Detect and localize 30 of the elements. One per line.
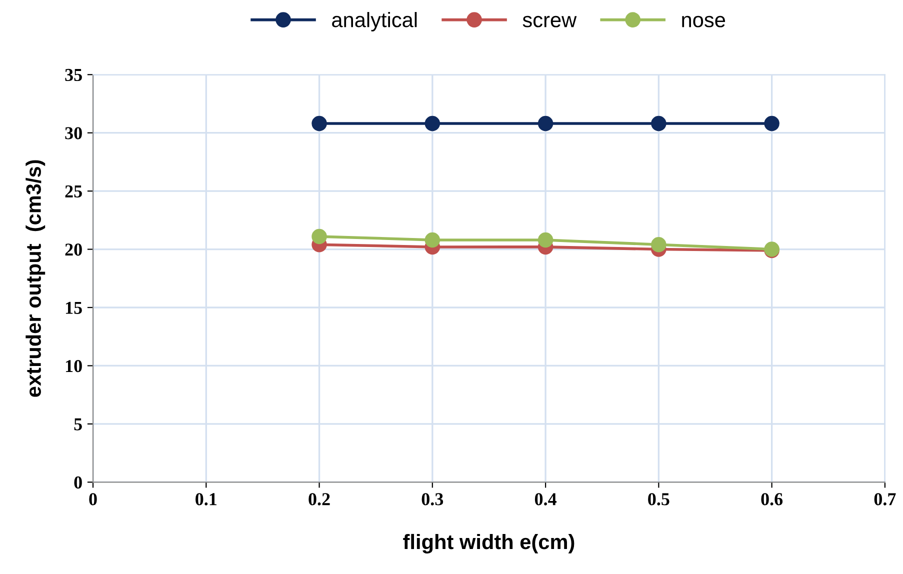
x-tick-label: 0.3: [422, 493, 444, 506]
y-tick-label: 15: [66, 302, 82, 314]
x-tick-label: 0.6: [761, 493, 783, 506]
y-tick-label: 10: [66, 360, 82, 372]
point: [312, 116, 327, 132]
y-tick-label: 20: [65, 244, 82, 256]
y-tick-label: 5: [74, 418, 82, 430]
x-tick-label: 0.2: [308, 493, 330, 506]
point: [651, 236, 666, 252]
point: [764, 116, 780, 132]
point: [424, 232, 440, 248]
point: [538, 232, 554, 248]
y-tick-label: 30: [65, 127, 82, 140]
y-tick-label: 35: [65, 68, 82, 82]
y-axis-title: extruder output (cm3/s): [26, 160, 46, 397]
x-tick-label: 0.4: [534, 493, 556, 506]
x-tick-label: 0.7: [874, 493, 896, 506]
legend-label: nose: [682, 16, 726, 28]
x-tick-label: 0: [89, 493, 97, 506]
legend-label: screw: [522, 16, 577, 28]
point: [424, 116, 440, 132]
x-tick-label: 0.1: [196, 493, 216, 506]
point: [312, 228, 327, 244]
point: [538, 116, 554, 132]
y-tick-label: 0: [74, 476, 82, 489]
point: [651, 116, 666, 132]
x-tick-label: 0.5: [648, 493, 670, 506]
x-axis-title: flight width e(cm): [403, 534, 574, 554]
y-tick-label: 25: [65, 185, 82, 198]
legend-label: analytical: [332, 12, 417, 32]
